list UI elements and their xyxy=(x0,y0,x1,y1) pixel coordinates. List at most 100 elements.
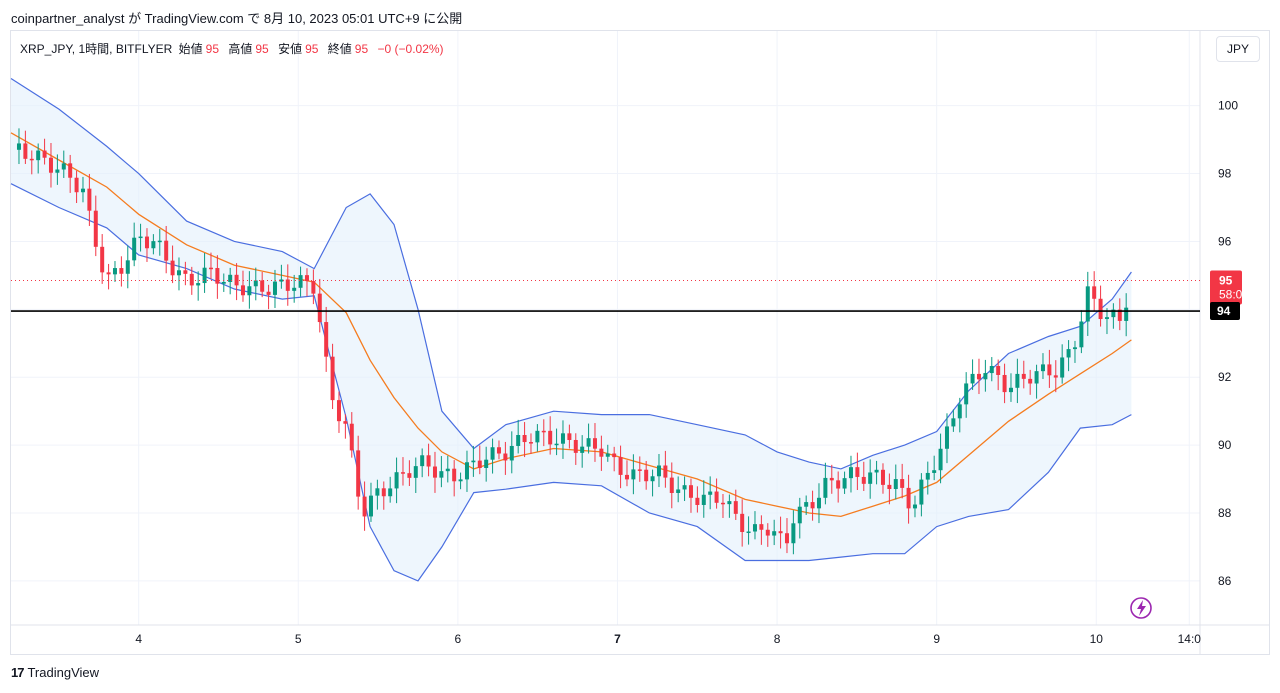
last-price-tag xyxy=(1210,270,1242,305)
flash-icon[interactable] xyxy=(1130,597,1152,619)
candle xyxy=(1066,340,1071,372)
band-fill xyxy=(11,78,1132,581)
candle xyxy=(138,223,143,252)
candle-body xyxy=(445,468,450,472)
candle xyxy=(1021,360,1026,389)
candle xyxy=(356,435,361,510)
candle xyxy=(1040,353,1045,380)
candle xyxy=(900,463,905,499)
candle xyxy=(887,473,892,505)
candle-body xyxy=(522,435,527,443)
candle xyxy=(87,173,92,226)
candle xyxy=(221,273,226,292)
candle-body xyxy=(157,240,162,243)
candle xyxy=(592,423,597,462)
candle xyxy=(1079,310,1084,354)
candle-body xyxy=(490,447,495,460)
candle-body xyxy=(234,274,239,286)
candle xyxy=(16,128,21,165)
candle xyxy=(631,454,636,495)
candles xyxy=(11,128,1200,555)
candle xyxy=(906,474,911,524)
candle-body xyxy=(592,438,597,449)
candle xyxy=(164,225,169,274)
candle-body xyxy=(42,150,47,158)
candle xyxy=(170,245,175,284)
candle xyxy=(394,457,399,504)
candle-body xyxy=(861,476,866,484)
candle xyxy=(861,461,866,492)
y-tick-label: 100 xyxy=(1218,99,1238,113)
candle-body xyxy=(375,488,380,496)
candle-body xyxy=(964,383,969,405)
candle-body xyxy=(752,524,757,532)
currency-button[interactable]: JPY xyxy=(1216,36,1260,62)
candle-body xyxy=(400,472,405,474)
candle xyxy=(100,234,105,284)
candle-body xyxy=(55,169,60,173)
candle-body xyxy=(887,484,892,490)
candle xyxy=(669,462,674,509)
candle-body xyxy=(688,485,693,498)
candle-body xyxy=(912,504,917,509)
candle xyxy=(349,412,354,458)
candle-body xyxy=(573,439,578,453)
candle-body xyxy=(330,356,335,401)
candle xyxy=(413,457,418,493)
low-label: 安値 xyxy=(278,42,303,56)
candle-body xyxy=(132,237,137,261)
candle-body xyxy=(381,488,386,497)
candle-body xyxy=(151,241,156,249)
x-tick-label: 8 xyxy=(774,632,781,646)
x-tick-label: 5 xyxy=(295,632,302,646)
candle-body xyxy=(394,472,399,489)
candle-body xyxy=(714,491,719,503)
candle xyxy=(772,519,777,546)
candle-body xyxy=(733,501,738,514)
candle xyxy=(791,510,796,555)
candle-body xyxy=(292,287,297,291)
candle-body xyxy=(253,280,258,287)
candle-body xyxy=(740,513,745,532)
candle-body xyxy=(119,268,124,274)
candle xyxy=(554,428,559,456)
change-value: −0 (−0.02%) xyxy=(377,42,444,56)
candle-body xyxy=(874,469,879,473)
candle xyxy=(285,264,290,306)
x-tick-label: 14:0 xyxy=(1178,632,1202,646)
candle-body xyxy=(695,497,700,505)
candle xyxy=(330,343,335,410)
candle xyxy=(868,459,873,499)
candle xyxy=(688,478,693,513)
candle-body xyxy=(144,236,149,249)
candle-body xyxy=(407,473,412,478)
candle xyxy=(720,494,725,518)
candle-body xyxy=(221,281,226,284)
candle xyxy=(432,451,437,493)
brand-name: TradingView xyxy=(27,665,100,680)
candle-body xyxy=(509,445,514,461)
candle xyxy=(925,461,930,495)
candle-body xyxy=(336,400,341,422)
candle-body xyxy=(842,478,847,489)
candle xyxy=(541,419,546,447)
candle-body xyxy=(823,477,828,498)
candle-body xyxy=(29,158,34,161)
candle xyxy=(132,222,137,267)
candle-body xyxy=(349,423,354,451)
candle-body xyxy=(682,485,687,490)
candle-body xyxy=(324,322,329,357)
candle xyxy=(784,518,789,554)
candle-body xyxy=(810,502,815,509)
candle-body xyxy=(528,442,533,444)
candle xyxy=(215,255,220,299)
candle xyxy=(74,170,79,204)
candle xyxy=(445,455,450,483)
candle-body xyxy=(567,433,572,440)
candle xyxy=(746,516,751,545)
candle xyxy=(586,423,591,454)
candle xyxy=(292,274,297,303)
candle xyxy=(829,464,834,494)
